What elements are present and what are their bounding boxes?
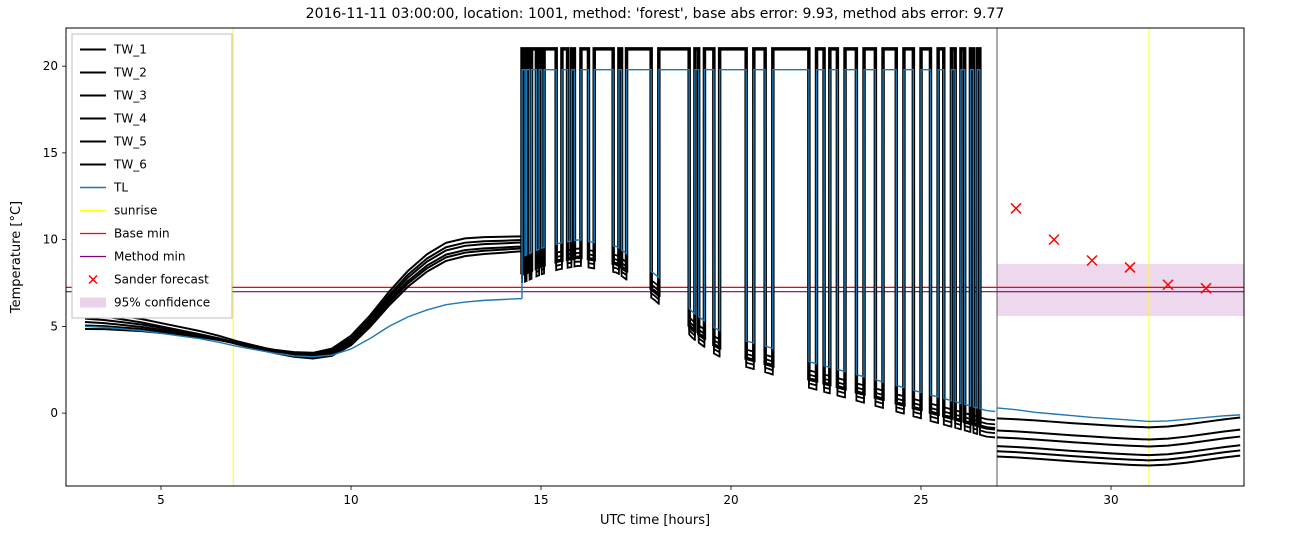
xtick-label: 20 [723,493,738,507]
xtick-label: 15 [533,493,548,507]
legend-label: TW_2 [113,66,147,80]
legend-label: sunrise [114,204,157,218]
xtick-label: 25 [913,493,928,507]
legend-label: Sander forecast [114,273,209,287]
legend-label: TW_3 [113,89,147,103]
xlabel: UTC time [hours] [600,513,710,528]
ytick-label: 5 [50,319,58,333]
legend-label: TW_6 [113,158,147,172]
xtick-label: 30 [1103,493,1118,507]
legend-swatch-patch [80,298,106,308]
ytick-label: 15 [43,146,58,160]
chart-title: 2016-11-11 03:00:00, location: 1001, met… [306,6,1005,22]
legend-label: Base min [114,227,170,241]
legend-label: Method min [114,250,185,264]
legend-label: TW_1 [113,43,147,57]
legend-label: TW_5 [113,135,147,149]
xtick-label: 5 [157,493,165,507]
ytick-label: 20 [43,59,58,73]
xtick-label: 10 [343,493,358,507]
legend-label: 95% confidence [114,296,210,310]
ytick-label: 10 [43,233,58,247]
legend-label: TW_4 [113,112,147,126]
chart-container: { "width": 1310, "height": 547, "plot_ar… [0,0,1310,547]
ylabel: Temperature [°C] [9,201,24,314]
ytick-label: 0 [50,406,58,420]
legend: TW_1 TW_2 TW_3 TW_4 TW_5 TW_6 TL sunrise Base mi… [72,34,232,318]
legend-label: TL [113,181,128,195]
plot-svg: 5 10 15 20 25 30 0 5 10 15 20 UTC time [hours] Tempe… [0,0,1310,547]
